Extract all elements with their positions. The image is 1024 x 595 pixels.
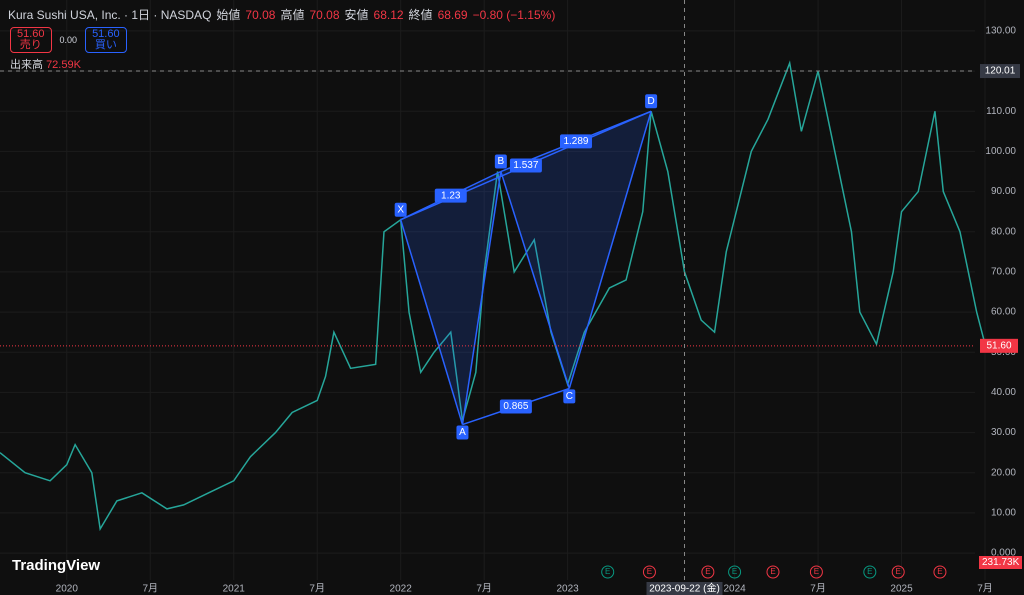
pattern-fill: [400, 171, 501, 425]
earnings-marker: [766, 565, 780, 579]
h: 70.08: [309, 7, 340, 22]
x-tick-label: 2024: [723, 584, 746, 595]
x-tick-label: 2021: [223, 584, 246, 595]
earnings-marker: [601, 565, 615, 579]
x-tick-label: 7月: [977, 583, 993, 595]
o: 70.08: [245, 7, 276, 22]
buy-label: 買い: [94, 39, 117, 51]
legend: Kura Sushi USA, Inc. · 1日 · NASDAQ 始値 70.…: [8, 6, 555, 23]
ratio-label: 0.865: [503, 401, 528, 412]
sell-price: 51.60: [17, 28, 45, 40]
volume-value: 72.59K: [46, 59, 81, 71]
earnings-label: E: [647, 567, 652, 576]
earnings-marker: [863, 565, 877, 579]
pattern-fill: [500, 111, 652, 389]
y-tick-label: 60.00: [991, 307, 1016, 318]
ratio-label: 1.23: [441, 190, 461, 201]
y-tick-label: 30.00: [991, 427, 1016, 438]
x-tick-label: 7月: [309, 583, 325, 595]
volume-label: 出来高: [10, 59, 43, 71]
x-tick-label: 2022: [390, 584, 413, 595]
y-tick-label: 10.00: [991, 508, 1016, 519]
point-box: [645, 94, 658, 109]
earnings-marker: [701, 565, 715, 579]
buy[interactable]: 51.60 買い: [85, 27, 127, 53]
ratio-box: [509, 158, 542, 173]
earnings-label: E: [896, 567, 901, 576]
pattern-leg: [568, 111, 652, 389]
point-box: [456, 425, 469, 440]
pattern-leg: [500, 171, 571, 389]
earnings-label: E: [867, 567, 872, 576]
volume-axis-label: 231.73K: [979, 556, 1023, 569]
trade: 51.60 売り 0.00 51.60 買い: [10, 27, 127, 53]
x-tick-label: 7月: [810, 583, 826, 595]
y-tick-label: 40.00: [991, 387, 1016, 398]
earnings-label: E: [770, 567, 775, 576]
point-box: [394, 202, 407, 217]
earnings-label: E: [814, 567, 819, 576]
change: −0.80 (−1.15%): [472, 7, 556, 22]
point-label: D: [647, 96, 654, 107]
earnings-marker: [642, 565, 656, 579]
logo: TradingView: [12, 557, 101, 574]
y-tick-label: 70.00: [991, 267, 1016, 278]
ratio-label: 1.537: [513, 160, 538, 171]
x-tick-label: 7月: [142, 583, 158, 595]
earnings-label: E: [705, 567, 710, 576]
point-label: X: [397, 204, 404, 215]
y-tick-label: 0.000: [991, 548, 1016, 559]
point-box: [563, 389, 576, 404]
y-tick-label: 80.00: [991, 226, 1016, 237]
x-tick-label: 7月: [476, 583, 492, 595]
earnings-marker: [933, 565, 947, 579]
point-box: [494, 154, 507, 169]
last-price-box: [980, 338, 1018, 353]
buy-price: 51.60: [92, 28, 120, 40]
c: 68.69: [437, 7, 468, 22]
point-label: B: [498, 156, 505, 167]
c-label: 終値: [408, 8, 433, 22]
earnings-marker: [728, 565, 742, 579]
pattern-leg: [399, 219, 464, 425]
h-label: 高値: [280, 8, 305, 22]
y-tick-label: 20.00: [991, 467, 1016, 478]
crosshair-price: 120.01: [985, 66, 1016, 77]
symbol[interactable]: Kura Sushi USA, Inc. · 1日 · NASDAQ: [8, 8, 212, 22]
crosshair-date-box: [646, 582, 723, 595]
spread: 0.00: [59, 35, 78, 45]
y-tick-label: 90.00: [991, 186, 1016, 197]
pattern-leg: [461, 171, 502, 425]
earnings-label: E: [605, 567, 610, 576]
ratio-box: [434, 188, 467, 203]
last-price-label: 51.60: [986, 340, 1011, 351]
crosshair-date: 2023-09-22 (金): [649, 582, 720, 595]
y-tick-label: 110.00: [986, 106, 1016, 117]
y-tick-label: 130.00: [985, 26, 1016, 37]
x-tick-label: 2020: [56, 584, 79, 595]
l: 68.12: [373, 7, 404, 22]
ratio-box: [559, 134, 592, 149]
crosshair-price-box: [980, 64, 1020, 79]
x-tick-label: 2025: [890, 584, 913, 595]
point-label: C: [566, 391, 573, 402]
earnings-label: E: [732, 567, 737, 576]
sell[interactable]: 51.60 売り: [10, 27, 52, 53]
volume: 出来高 72.59K: [10, 56, 81, 72]
ratio-box: [499, 399, 532, 414]
earnings-label: E: [937, 567, 942, 576]
ratio-label: 1.289: [563, 136, 588, 147]
o-label: 始値: [216, 8, 241, 22]
earnings-marker: [891, 565, 905, 579]
point-label: A: [459, 427, 466, 438]
price-line: [0, 60, 986, 532]
x-tick-label: 2023: [557, 584, 580, 595]
l-label: 安値: [344, 8, 369, 22]
y-tick-label: 100.00: [985, 146, 1016, 157]
earnings-marker: [809, 565, 823, 579]
sell-label: 売り: [19, 39, 42, 51]
